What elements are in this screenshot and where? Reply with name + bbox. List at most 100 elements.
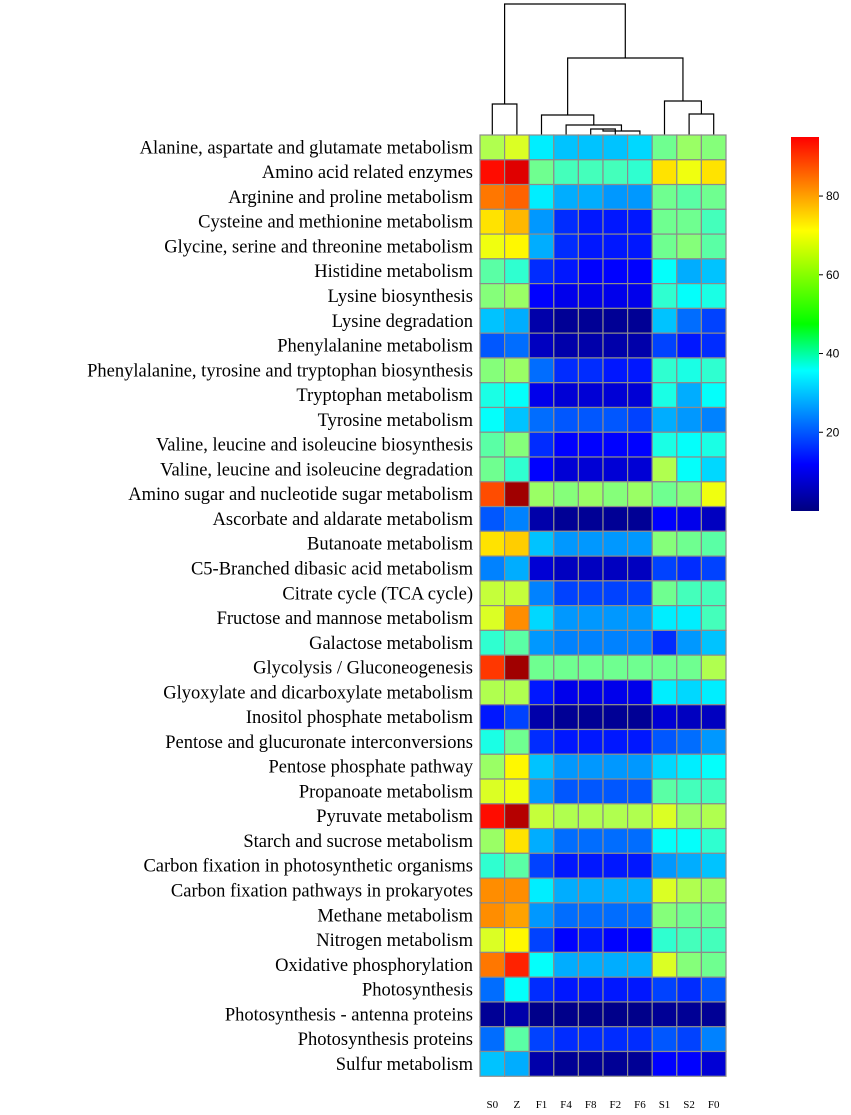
heatmap-cell xyxy=(504,134,530,161)
heatmap-cell xyxy=(626,1050,653,1077)
column-label: S0 xyxy=(486,1099,498,1111)
heatmap-cell xyxy=(553,803,579,830)
heatmap-cell xyxy=(651,283,678,309)
heatmap-cell xyxy=(700,580,727,607)
heatmap-cell xyxy=(700,307,727,334)
heatmap-cell xyxy=(528,258,555,285)
heatmap-cell xyxy=(577,580,604,607)
heatmap-cell xyxy=(553,827,579,854)
heatmap-cell xyxy=(479,159,506,186)
heatmap-cell xyxy=(479,134,506,161)
heatmap-cell xyxy=(577,1001,604,1028)
heatmap-cell xyxy=(700,332,727,359)
dendrogram-link xyxy=(504,3,626,104)
row-label: Amino acid related enzymes xyxy=(262,163,473,183)
heatmap-cell xyxy=(651,827,678,854)
heatmap-cell xyxy=(553,481,579,508)
heatmap-cell xyxy=(528,728,555,755)
heatmap-cell xyxy=(676,357,702,384)
row-label: Lysine degradation xyxy=(332,312,473,332)
column-label: F8 xyxy=(585,1099,597,1111)
heatmap-cell xyxy=(479,431,506,458)
heatmap-cell xyxy=(479,679,506,706)
heatmap-cell xyxy=(479,530,506,557)
heatmap-cell xyxy=(651,976,678,1003)
heatmap-cell xyxy=(602,827,629,854)
heatmap-cell xyxy=(504,605,530,632)
heatmap-cell xyxy=(553,580,579,607)
heatmap-cell xyxy=(504,1001,530,1028)
heatmap-cell xyxy=(651,183,678,210)
heatmap-cell xyxy=(602,233,629,260)
heatmap-cell xyxy=(479,605,506,632)
heatmap-cell xyxy=(577,530,604,557)
row-label: Propanoate metabolism xyxy=(299,782,474,802)
heatmap-cell xyxy=(504,629,530,656)
heatmap-cell xyxy=(700,382,727,409)
heatmap-cell xyxy=(676,728,702,755)
heatmap-cell xyxy=(676,307,702,334)
colorbar-tick-label: 60 xyxy=(826,268,840,282)
heatmap-cell xyxy=(651,307,678,334)
row-label: Tryptophan metabolism xyxy=(296,386,473,406)
heatmap-cell xyxy=(553,332,579,359)
heatmap-cell xyxy=(700,827,727,854)
heatmap-cell xyxy=(577,233,604,260)
heatmap-cell xyxy=(651,134,678,161)
heatmap-cell xyxy=(479,505,506,532)
heatmap-cell xyxy=(602,382,629,409)
row-label: Histidine metabolism xyxy=(314,262,473,282)
heatmap-cell xyxy=(651,927,678,954)
heatmap-cell xyxy=(626,877,653,904)
heatmap-cell xyxy=(577,1050,604,1077)
heatmap-cell xyxy=(528,704,555,731)
heatmap-cell xyxy=(700,877,727,904)
row-label: Sulfur metabolism xyxy=(336,1055,474,1075)
heatmap-cell xyxy=(700,852,727,879)
heatmap-cell xyxy=(504,877,530,904)
heatmap-cell xyxy=(676,976,702,1003)
heatmap-cell xyxy=(626,183,653,210)
heatmap-cell xyxy=(504,803,530,830)
column-label: S1 xyxy=(659,1099,671,1111)
heatmap-cell xyxy=(626,976,653,1003)
heatmap-cell xyxy=(479,877,506,904)
heatmap-cell xyxy=(577,357,604,384)
heatmap-cell xyxy=(479,208,506,235)
heatmap-cell xyxy=(528,307,555,334)
row-label: Alanine, aspartate and glutamate metabol… xyxy=(140,138,474,158)
heatmap-cell xyxy=(676,1001,702,1028)
column-dendrogram xyxy=(491,3,715,135)
heatmap-cell xyxy=(504,827,530,854)
heatmap-cell xyxy=(577,134,604,161)
heatmap-cell xyxy=(479,357,506,384)
row-label: Citrate cycle (TCA cycle) xyxy=(282,584,473,604)
heatmap-cell xyxy=(626,357,653,384)
dendrogram-link xyxy=(688,113,715,135)
heatmap-cell xyxy=(504,555,530,582)
heatmap-cell xyxy=(602,580,629,607)
colorbar: 20 40 60 80 xyxy=(791,137,840,511)
heatmap-cell xyxy=(700,1050,727,1077)
heatmap-cell xyxy=(577,481,604,508)
row-label: Pentose and glucuronate interconversions xyxy=(165,733,473,753)
heatmap-cell xyxy=(651,852,678,879)
heatmap-cell xyxy=(479,481,506,508)
heatmap-cell xyxy=(676,951,702,978)
heatmap-cell xyxy=(626,258,653,285)
heatmap-cell xyxy=(676,679,702,706)
heatmap-cell xyxy=(479,753,506,780)
heatmap-cell xyxy=(626,753,653,780)
heatmap-cell xyxy=(651,951,678,978)
heatmap-cell xyxy=(479,555,506,582)
dendrogram-link xyxy=(567,57,684,115)
heatmap-cell xyxy=(577,976,604,1003)
heatmap-cell xyxy=(528,283,555,309)
heatmap-cell xyxy=(676,704,702,731)
heatmap-cell xyxy=(700,1026,727,1053)
heatmap-cell xyxy=(602,357,629,384)
heatmap-cell xyxy=(577,382,604,409)
heatmap-cell xyxy=(479,654,506,681)
heatmap-cell xyxy=(553,852,579,879)
heatmap-cell xyxy=(626,505,653,532)
